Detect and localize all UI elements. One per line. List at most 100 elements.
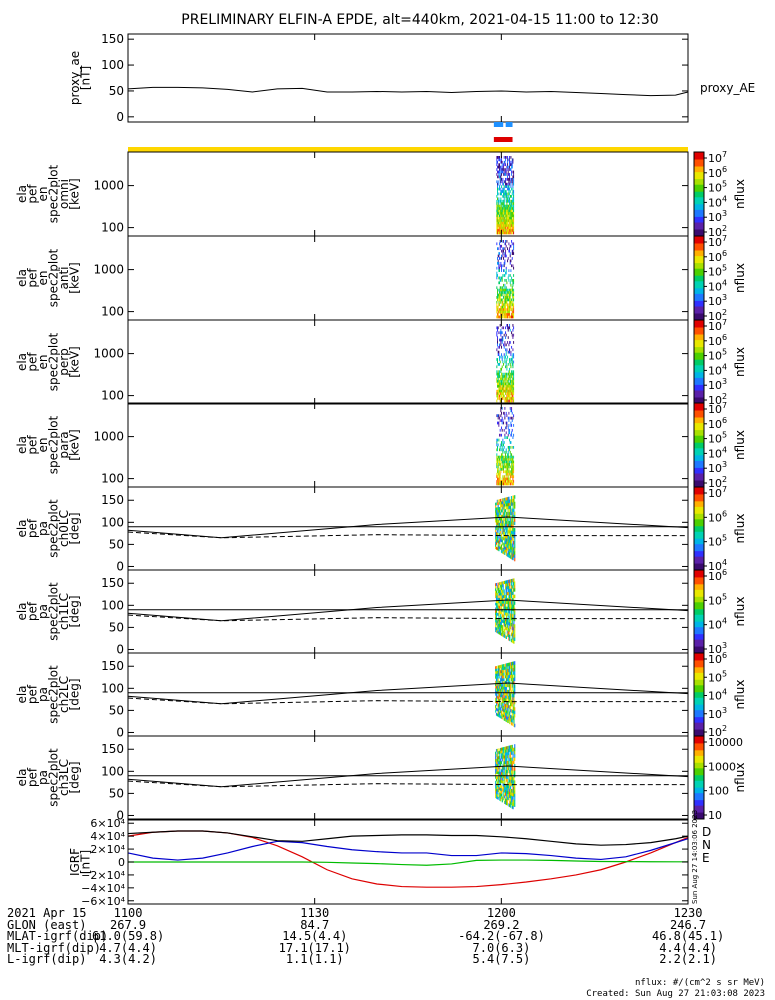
energy-spec-omni-cell [510, 214, 512, 218]
pa-spec-ch2LC-colorbar-segment [694, 670, 704, 673]
pa-spec-ch3LC-cell [501, 780, 503, 784]
pa-spec-ch1LC-cell [505, 621, 508, 625]
pa-spec-ch3LC-cell [514, 750, 516, 755]
energy-spec-para-cell [499, 475, 501, 478]
energy-spec-omni-cell [502, 170, 504, 174]
energy-spec-para-cell [503, 446, 505, 449]
energy-spec-omni-cell [497, 180, 499, 184]
pa-spec-ch3LC-cell [509, 757, 511, 762]
energy-spec-perp-cell [509, 399, 511, 403]
pa-spec-ch1LC-cell [495, 629, 498, 633]
pa-spec-ch2LC-cell [514, 713, 516, 718]
energy-spec-anti-cell [501, 303, 503, 307]
energy-spec-perp-ylabel-line: en [36, 355, 50, 370]
energy-spec-omni-cell [512, 214, 514, 218]
energy-spec-para-cell [509, 450, 511, 454]
pa-spec-ch3LC-cell [500, 747, 503, 751]
energy-spec-omni-cell [513, 182, 515, 186]
energy-spec-omni-cell [508, 212, 510, 215]
pa-spec-ch1LC-cell [505, 615, 508, 619]
energy-spec-anti-cell [501, 315, 503, 319]
pa-spec-ch3LC-cell [509, 788, 511, 792]
energy-spec-anti-cell [500, 244, 502, 248]
pa-spec-ch2LC-cell [509, 665, 511, 669]
pa-spec-ch3LC-cell [501, 777, 503, 781]
pa-spec-ch2LC-cell [511, 709, 513, 713]
energy-spec-perp-cell [512, 372, 514, 376]
energy-spec-perp-cell [501, 380, 503, 383]
energy-spec-omni-cell [499, 173, 501, 176]
pa-spec-ch2LC-cell [513, 693, 515, 698]
energy-spec-omni-colorbar-segment [694, 210, 704, 213]
pa-spec-ch3LC-cell [495, 756, 497, 760]
energy-spec-omni-cell [511, 173, 513, 176]
energy-spec-omni-cell [511, 204, 513, 208]
energy-spec-para-cell [513, 455, 515, 459]
energy-spec-anti-cell [504, 308, 506, 311]
pa-spec-ch2LC-cell [505, 712, 507, 716]
pa-spec-ch1LC-cell [501, 592, 503, 596]
energy-spec-para-cell [507, 467, 509, 471]
pa-spec-ch3LC-cell [510, 782, 512, 786]
energy-spec-omni-cell [505, 212, 507, 215]
energy-spec-omni-cell [512, 216, 514, 220]
pa-spec-ch0LC-cell [514, 554, 516, 559]
energy-spec-para-cell [504, 477, 506, 481]
pa-spec-ch3LC-cell [504, 758, 506, 762]
energy-spec-perp-cell [506, 377, 508, 381]
energy-spec-perp-cell [504, 360, 506, 364]
pa-spec-ch3LC-cell [505, 795, 508, 800]
energy-spec-omni-cell [497, 160, 498, 164]
pa-spec-ch3LC-cell [501, 755, 503, 759]
pa-spec-ch0LC-cell [497, 535, 499, 538]
energy-spec-omni-colorbar-segment [694, 175, 704, 178]
pa-spec-ch2LC-colorbar-segment [694, 712, 704, 715]
energy-spec-perp-cell [496, 326, 498, 330]
energy-spec-omni-cell [497, 216, 498, 220]
pa-spec-ch0LC-cell [508, 551, 510, 555]
energy-spec-para-colorbar-segment [694, 473, 704, 475]
footer-units: nflux: #/(cm^2 s sr MeV) [634, 978, 765, 988]
pa-spec-ch0LC-cell [512, 505, 514, 509]
pa-spec-ch0LC-cell [500, 517, 502, 521]
pa-spec-ch3LC-cell [514, 783, 516, 788]
energy-spec-perp-colorbar-segment [694, 339, 704, 342]
pa-spec-ch1LC-cell [499, 610, 501, 614]
energy-spec-para-cell [498, 482, 500, 486]
energy-spec-omni-cell [497, 170, 498, 174]
energy-spec-omni-cell [501, 209, 503, 213]
pa-spec-ch0LC-cell [505, 549, 507, 553]
pa-spec-ch2LC-cell [508, 683, 510, 688]
energy-spec-para-colorbar-segment [694, 410, 704, 412]
energy-spec-anti-cell [511, 288, 513, 292]
energy-spec-omni-cell [505, 209, 507, 213]
pa-spec-ch3LC-cell [504, 763, 506, 768]
pa-spec-ch3LC-colorbar-segment [694, 789, 704, 792]
pa-spec-ch1LC-cell [498, 584, 500, 588]
pa-spec-ch0LC-cell [505, 529, 508, 533]
energy-spec-para-cell [503, 458, 505, 461]
energy-spec-omni-cell [502, 182, 504, 186]
pa-spec-ch1LC-cell [500, 600, 503, 604]
pa-spec-ch3LC-cell [507, 748, 509, 753]
energy-spec-omni-cell [501, 190, 503, 193]
pa-spec-ch3LC-cell [500, 787, 502, 791]
pa-spec-ch2LC-cell [501, 699, 503, 703]
pa-spec-ch1LC-cell [508, 637, 510, 641]
energy-spec-anti-colorbar-tick-label: 105 [708, 264, 727, 279]
pa-spec-ch1LC-cell [514, 594, 516, 599]
pa-spec-ch1LC-cell [497, 597, 499, 601]
orbit-table-label: GLON (east) [7, 917, 87, 932]
energy-spec-omni-cell [510, 163, 512, 167]
pa-spec-ch3LC-cell [510, 779, 513, 784]
pa-spec-ch3LC-cell [507, 757, 509, 762]
pa-spec-ch3LC-cell [513, 757, 515, 761]
pa-spec-ch2LC-cell [505, 701, 508, 705]
pa-spec-ch2LC-cell [500, 702, 503, 706]
energy-spec-omni-cell [505, 214, 507, 218]
energy-spec-anti-colorbar-segment [694, 299, 704, 301]
pa-spec-ch1LC-cell [496, 612, 498, 616]
pa-spec-ch3LC-cell [509, 770, 511, 774]
pa-spec-ch0LC-cell [505, 520, 507, 524]
energy-spec-perp-cell [502, 360, 504, 364]
